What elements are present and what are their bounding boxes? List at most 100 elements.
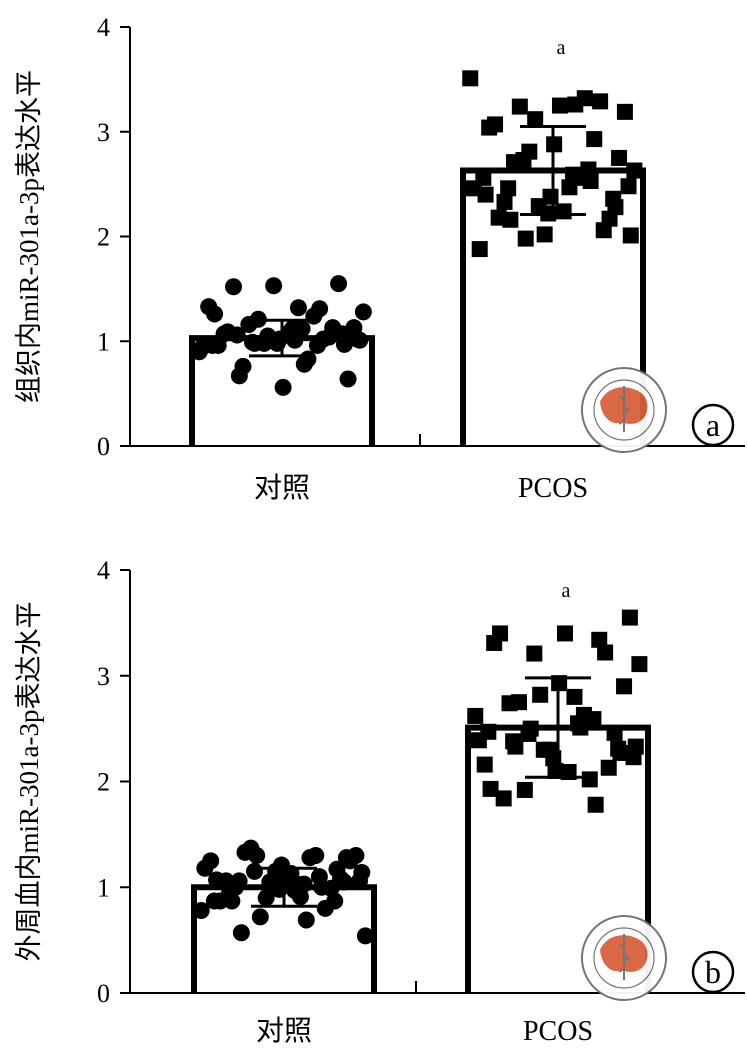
data-point <box>339 370 357 388</box>
data-point <box>482 780 499 797</box>
data-point <box>521 143 538 160</box>
data-point <box>505 154 522 171</box>
data-point <box>190 343 208 361</box>
data-point <box>526 645 543 662</box>
data-point <box>567 96 584 113</box>
data-point <box>541 741 558 758</box>
data-point <box>211 892 229 910</box>
data-point <box>555 203 572 220</box>
data-point <box>582 172 599 189</box>
data-point <box>566 688 583 705</box>
data-point <box>462 70 479 87</box>
data-point <box>611 149 628 166</box>
panel-label-badge: a <box>691 403 735 447</box>
data-point <box>251 908 269 926</box>
data-point <box>616 103 633 120</box>
data-point <box>572 719 589 736</box>
x-category-label: PCOS <box>518 473 588 504</box>
data-point <box>297 911 315 929</box>
data-point <box>487 116 504 133</box>
data-point <box>522 720 539 737</box>
data-point <box>206 305 224 323</box>
panel-label-badge: b <box>691 950 735 994</box>
data-point <box>470 732 487 749</box>
y-axis-label: 组织内miR-301a-3p表达水平 <box>14 70 44 403</box>
data-point <box>295 355 313 373</box>
data-point <box>527 111 544 128</box>
y-tick-label: 2 <box>97 768 110 797</box>
data-point <box>265 277 283 295</box>
data-point <box>591 631 608 648</box>
x-category-label: 对照 <box>256 1015 312 1047</box>
data-point <box>223 892 241 910</box>
data-point <box>536 226 553 243</box>
data-point <box>581 771 598 788</box>
data-point <box>600 759 617 776</box>
data-point <box>501 695 518 712</box>
data-point <box>467 707 484 724</box>
data-point <box>230 367 248 385</box>
data-point <box>208 871 226 889</box>
data-point <box>192 902 210 920</box>
y-tick-label: 2 <box>97 223 110 252</box>
data-point <box>477 186 494 203</box>
data-point <box>507 738 524 755</box>
data-point <box>495 790 512 807</box>
y-axis-label: 外周血内miR-301a-3p表达水平 <box>14 602 44 962</box>
data-point <box>313 878 331 896</box>
y-tick-label: 4 <box>97 13 110 42</box>
data-point <box>586 131 603 148</box>
data-point <box>202 852 220 870</box>
data-point <box>516 781 533 798</box>
data-point <box>621 609 638 626</box>
panel-label-circle <box>691 403 735 447</box>
data-point <box>511 98 528 115</box>
data-point <box>225 278 243 296</box>
x-category-label: 对照 <box>254 472 310 504</box>
data-point <box>587 796 604 813</box>
data-point <box>248 847 266 865</box>
data-point <box>307 847 325 865</box>
y-tick-label: 1 <box>97 873 110 902</box>
data-point <box>622 227 639 244</box>
data-point <box>246 334 264 352</box>
y-tick-label: 1 <box>97 327 110 356</box>
panel-label-circle <box>691 950 735 994</box>
data-point <box>311 300 329 318</box>
seal-serpent <box>618 943 632 973</box>
y-tick-label: 0 <box>97 979 110 1008</box>
data-point <box>320 328 338 346</box>
data-point <box>517 230 534 247</box>
significance-label: a <box>562 580 571 602</box>
data-point <box>240 315 258 333</box>
data-point <box>289 299 307 317</box>
data-point <box>335 335 353 353</box>
y-tick-label: 4 <box>97 556 110 585</box>
data-point <box>330 275 348 293</box>
data-point <box>328 860 346 878</box>
data-point <box>353 863 371 881</box>
seal-serpent <box>618 395 632 425</box>
data-point <box>215 325 233 343</box>
data-point <box>612 744 629 761</box>
data-point <box>626 162 643 179</box>
data-point <box>607 199 624 216</box>
data-point <box>627 738 644 755</box>
watermark-seal-icon <box>581 367 667 453</box>
data-point <box>274 378 292 396</box>
data-point <box>356 927 374 945</box>
data-point <box>288 875 306 893</box>
data-point <box>286 331 304 349</box>
data-point <box>496 193 513 210</box>
seal-inner-ring <box>593 927 655 989</box>
data-point <box>476 756 493 773</box>
data-point <box>561 179 578 196</box>
data-point <box>606 724 623 741</box>
data-point <box>616 678 633 695</box>
significance-label: a <box>557 37 566 59</box>
data-point <box>471 241 488 258</box>
data-point <box>502 211 519 228</box>
